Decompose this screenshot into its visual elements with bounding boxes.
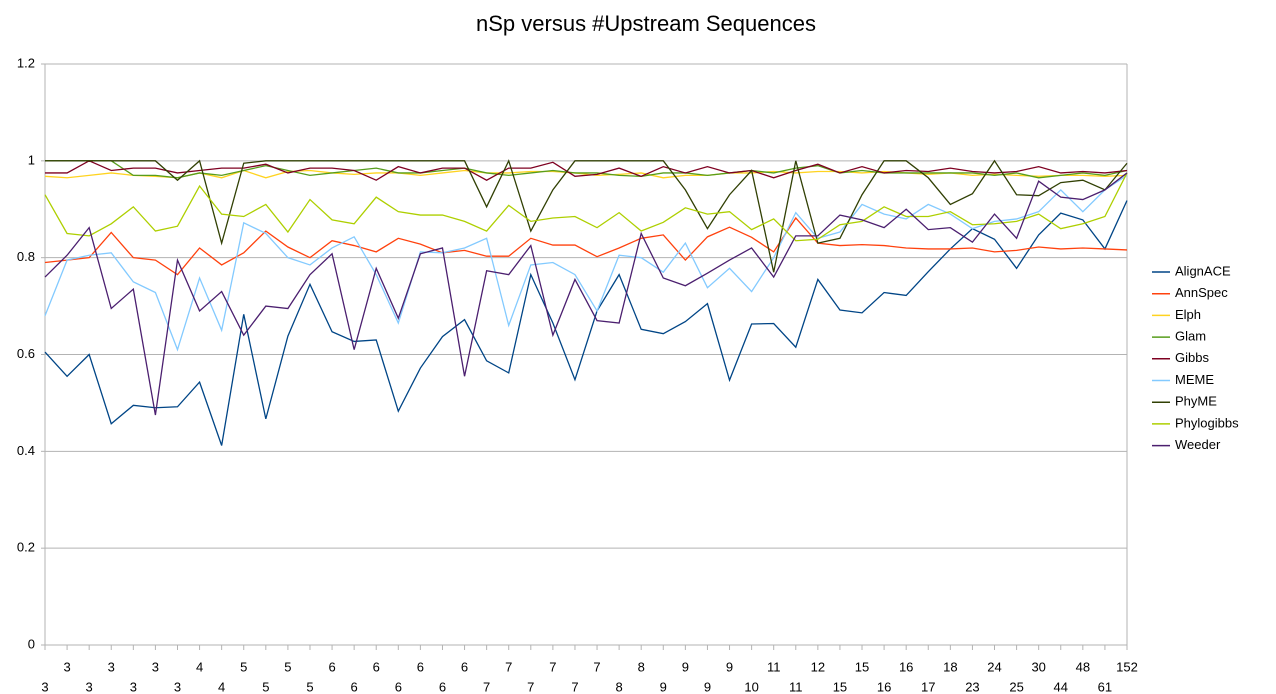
legend-label: Phylogibbs [1175, 415, 1239, 430]
x-tick-label: 9 [682, 659, 689, 674]
series-line [45, 159, 1128, 273]
series-line [45, 160, 1128, 181]
series-line [44, 172, 1128, 242]
x-tick-label: 5 [240, 659, 247, 674]
x-tick-label: 3 [41, 679, 48, 694]
x-tick-label: 17 [921, 679, 935, 694]
x-tick-label: 3 [63, 659, 70, 674]
x-tick-label: 9 [660, 679, 667, 694]
y-tick-label: 1 [28, 152, 35, 167]
x-tick-label: 9 [704, 679, 711, 694]
chart-title: nSp versus #Upstream Sequences [476, 11, 816, 36]
legend-label: Gibbs [1175, 350, 1209, 365]
x-tick-label: 3 [86, 679, 93, 694]
x-tick-label: 7 [549, 659, 556, 674]
legend-label: Elph [1175, 307, 1201, 322]
x-tick-label: 8 [616, 679, 623, 694]
x-tick-label: 18 [943, 659, 957, 674]
x-tick-label: 24 [987, 659, 1001, 674]
x-tick-label: 11 [789, 679, 803, 694]
x-tick-label: 30 [1031, 659, 1045, 674]
y-tick-label: 0.8 [17, 249, 35, 264]
x-tick-label: 5 [306, 679, 313, 694]
legend-label: AnnSpec [1175, 285, 1228, 300]
series-line [45, 160, 1128, 179]
x-tick-label: 3 [152, 659, 159, 674]
series-line [44, 174, 1128, 352]
x-tick-label: 6 [439, 679, 446, 694]
x-tick-label: 11 [767, 659, 781, 674]
x-tick-label: 7 [571, 679, 578, 694]
x-tick-label: 9 [726, 659, 733, 674]
x-tick-label: 10 [744, 679, 758, 694]
series-line [44, 216, 1128, 276]
x-tick-label: 5 [262, 679, 269, 694]
legend-label: PhyME [1175, 394, 1217, 409]
x-tick-label: 7 [505, 659, 512, 674]
x-tick-label: 6 [328, 659, 335, 674]
x-tick-label: 6 [461, 659, 468, 674]
x-tick-label: 12 [811, 659, 825, 674]
x-tick-label: 4 [196, 659, 203, 674]
x-tick-label: 15 [833, 679, 847, 694]
x-tick-label: 6 [395, 679, 402, 694]
x-tick-label: 3 [108, 659, 115, 674]
x-tick-label: 23 [965, 679, 979, 694]
x-tick-label: 16 [877, 679, 891, 694]
y-tick-label: 0.6 [17, 346, 35, 361]
series-line [44, 200, 1128, 446]
x-tick-label: 3 [174, 679, 181, 694]
legend-label: Weeder [1175, 437, 1221, 452]
x-tick-label: 16 [899, 659, 913, 674]
x-tick-label: 61 [1098, 679, 1112, 694]
x-tick-label: 6 [351, 679, 358, 694]
series-line [44, 172, 1128, 416]
x-tick-label: 48 [1076, 659, 1090, 674]
x-tick-label: 7 [483, 679, 490, 694]
x-tick-label: 15 [855, 659, 869, 674]
legend-label: Glam [1175, 329, 1206, 344]
y-tick-label: 0.2 [17, 540, 35, 555]
x-tick-label: 7 [527, 679, 534, 694]
y-tick-label: 0 [28, 636, 35, 651]
y-tick-label: 0.4 [17, 443, 35, 458]
legend-label: MEME [1175, 372, 1214, 387]
x-tick-label: 25 [1009, 679, 1023, 694]
x-tick-label: 7 [593, 659, 600, 674]
x-tick-label: 8 [638, 659, 645, 674]
x-tick-label: 3 [130, 679, 137, 694]
x-tick-label: 44 [1054, 679, 1068, 694]
x-tick-label: 6 [417, 659, 424, 674]
x-tick-label: 152 [1116, 659, 1138, 674]
x-tick-label: 4 [218, 679, 225, 694]
y-tick-label: 1.2 [17, 55, 35, 70]
x-tick-label: 5 [284, 659, 291, 674]
x-tick-label: 6 [373, 659, 380, 674]
legend-label: AlignACE [1175, 263, 1231, 278]
